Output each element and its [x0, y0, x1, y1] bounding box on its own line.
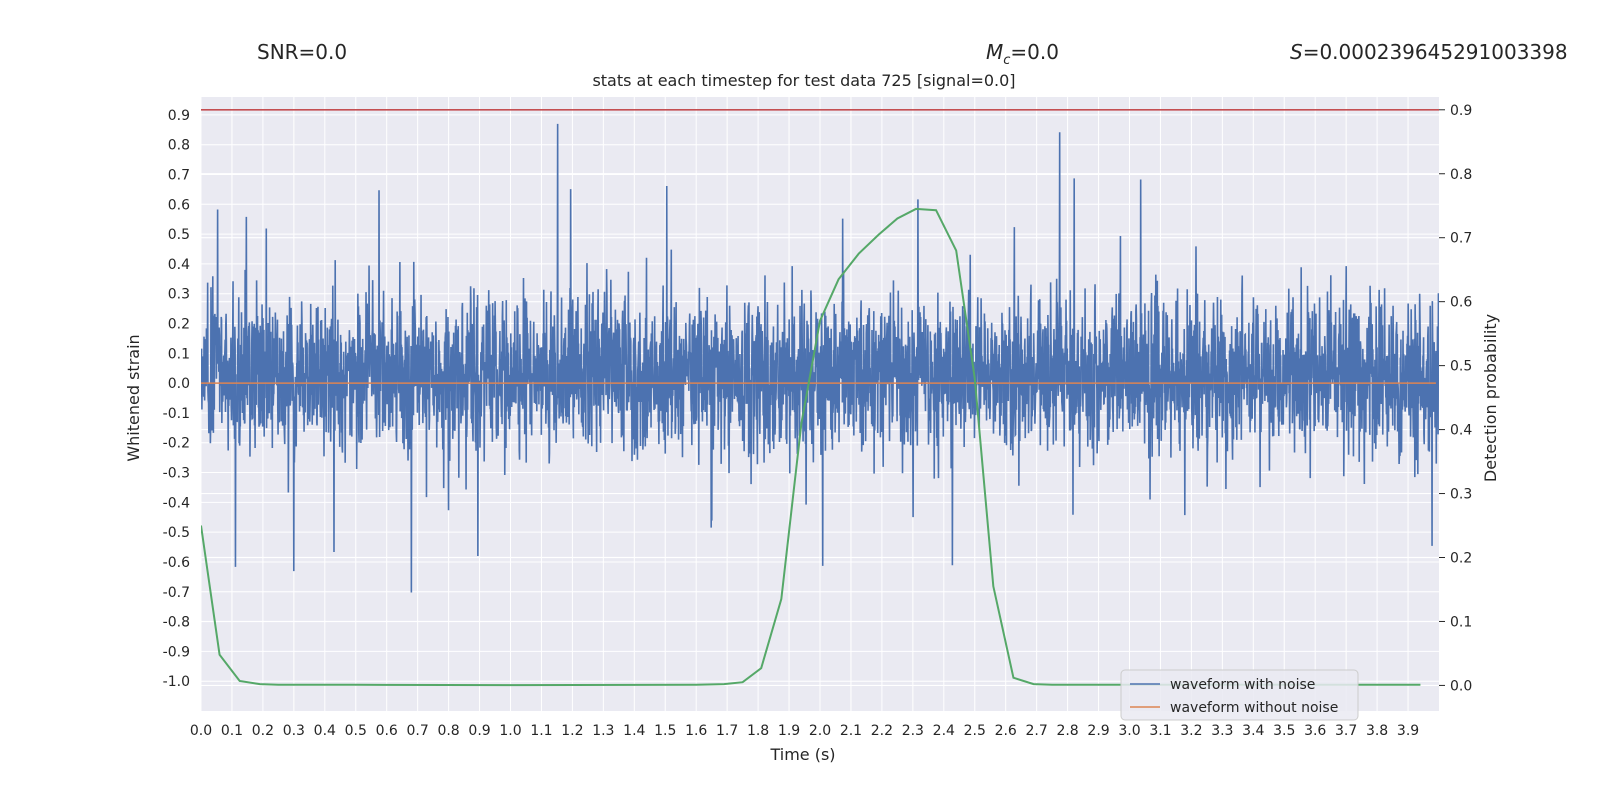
x-tick-label: 3.1: [1149, 723, 1171, 739]
x-tick-label: 0.3: [283, 723, 305, 739]
y2-tick-label: 0.6: [1450, 295, 1472, 311]
x-tick-label: 3.0: [1118, 723, 1140, 739]
chart-title: stats at each timestep for test data 725…: [592, 71, 1015, 90]
s-stat: S=0.000239645291003398: [1290, 40, 1568, 64]
y-tick-label: 0.0: [168, 376, 190, 392]
x-tick-label: 1.5: [654, 723, 676, 739]
x-tick-label: 3.2: [1180, 723, 1202, 739]
tick-labels: 0.0 0.1 0.2 0.3 0.4 0.5 0.6 0.7 0.8 0.9 1.0 1.1 1.2 1…: [163, 103, 1473, 739]
x-tick-label: 3.9: [1397, 723, 1419, 739]
snr-stat: SNR=0.0: [257, 40, 347, 64]
y2-tick-label: 0.2: [1450, 551, 1472, 567]
x-tick-label: 2.4: [933, 723, 955, 739]
y-tick-label: 0.7: [168, 167, 190, 183]
x-tick-label: 3.4: [1242, 723, 1264, 739]
y-tick-label: 0.6: [168, 197, 190, 213]
x-tick-label: 2.1: [840, 723, 862, 739]
y-tick-label: -0.5: [163, 525, 190, 541]
x-tick-label: 3.3: [1211, 723, 1233, 739]
y-tick-label: -1.0: [163, 674, 190, 690]
chirp-mass-value: =0.0: [1010, 40, 1059, 64]
x-tick-label: 3.7: [1335, 723, 1357, 739]
chirp-mass-symbol: M: [986, 40, 1004, 64]
s-value: =0.000239645291003398: [1302, 40, 1568, 64]
y2-tick-label: 0.4: [1450, 423, 1472, 439]
x-tick-label: 2.3: [902, 723, 924, 739]
y-tick-label: -0.7: [163, 585, 190, 601]
x-tick-label: 2.9: [1087, 723, 1109, 739]
y-tick-label: 0.1: [168, 346, 190, 362]
y-tick-label: -0.1: [163, 406, 190, 422]
y-tick-label: 0.2: [168, 317, 190, 333]
x-tick-label: 2.5: [964, 723, 986, 739]
y2-axis-label: Detection probability: [1481, 314, 1500, 482]
x-tick-label: 1.6: [685, 723, 707, 739]
y2-tick-label: 0.3: [1450, 487, 1472, 503]
y2-tick-label: 0.7: [1450, 231, 1472, 247]
x-tick-label: 1.4: [623, 723, 645, 739]
snr-label: SNR=0.0: [257, 40, 348, 64]
x-tick-label: 1.0: [499, 723, 521, 739]
series-layer: [201, 108, 1439, 687]
y2-tick-label: 0.5: [1450, 359, 1472, 375]
y-tick-label: -0.2: [163, 436, 190, 452]
y-tick-label: -0.9: [163, 644, 190, 660]
y-tick-label: -0.6: [163, 555, 190, 571]
legend: waveform with noise waveform without nois…: [1120, 669, 1359, 721]
series-noisy-waveform: [201, 123, 1439, 593]
x-tick-label: 2.8: [1056, 723, 1078, 739]
y-tick-label: -0.4: [163, 495, 190, 511]
y-axis-label: Whitened strain: [124, 334, 143, 461]
x-tick-label: 3.8: [1366, 723, 1388, 739]
x-tick-label: 2.0: [809, 723, 831, 739]
x-tick-label: 2.2: [871, 723, 893, 739]
x-tick-label: 1.8: [747, 723, 769, 739]
y-tick-label: 0.9: [168, 108, 190, 124]
x-axis-label: Time (s): [769, 745, 835, 764]
x-tick-label: 0.9: [468, 723, 490, 739]
x-tick-label: 3.6: [1304, 723, 1326, 739]
legend-box: [1120, 669, 1359, 721]
y2-tick-label: 0.9: [1450, 103, 1472, 119]
x-tick-label: 2.7: [1026, 723, 1048, 739]
y-tick-label: 0.3: [168, 287, 190, 303]
x-tick-label: 1.3: [592, 723, 614, 739]
y-tick-label: -0.3: [163, 466, 190, 482]
x-tick-label: 0.4: [314, 723, 336, 739]
x-tick-label: 0.2: [252, 723, 274, 739]
x-tick-label: 1.9: [778, 723, 800, 739]
chirp-mass-subscript: c: [1003, 53, 1011, 68]
x-tick-label: 1.2: [561, 723, 583, 739]
y-tick-label: -0.8: [163, 615, 190, 631]
x-tick-label: 1.1: [530, 723, 552, 739]
y2-tick-label: 0.1: [1450, 614, 1472, 630]
x-tick-label: 3.5: [1273, 723, 1295, 739]
y2-tick-label: 0.0: [1450, 678, 1472, 694]
x-tick-label: 0.1: [221, 723, 243, 739]
y2-tick-label: 0.8: [1450, 167, 1472, 183]
x-tick-label: 0.8: [437, 723, 459, 739]
x-tick-label: 2.6: [995, 723, 1017, 739]
x-tick-label: 0.6: [376, 723, 398, 739]
s-symbol: S: [1290, 40, 1303, 64]
y-tick-label: 0.4: [168, 257, 190, 273]
x-tick-label: 0.0: [190, 723, 212, 739]
legend-label: waveform with noise: [1170, 677, 1315, 693]
y-tick-label: 0.5: [168, 227, 190, 243]
y-tick-label: 0.8: [168, 138, 190, 154]
x-tick-label: 1.7: [716, 723, 738, 739]
series-detection-probability: [201, 207, 1421, 687]
grid-lines: [200, 97, 1439, 711]
x-tick-label: 0.7: [407, 723, 429, 739]
legend-label: waveform without noise: [1170, 700, 1338, 716]
x-tick-label: 0.5: [345, 723, 367, 739]
chirp-mass-stat: Mc=0.0: [986, 40, 1059, 68]
